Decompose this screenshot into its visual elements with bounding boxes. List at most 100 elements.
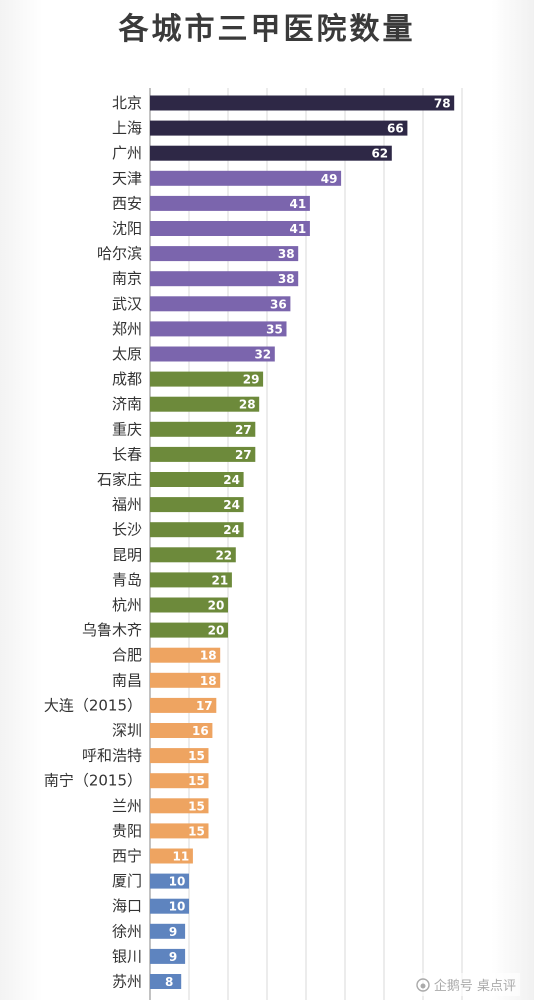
category-label: 昆明: [112, 546, 142, 564]
data-label: 18: [200, 649, 217, 663]
data-label: 27: [235, 423, 252, 437]
category-label: 哈尔滨: [97, 245, 142, 263]
data-label: 78: [434, 97, 451, 111]
data-label: 62: [371, 147, 388, 161]
category-label: 大连（2015）: [44, 696, 142, 714]
data-label: 20: [208, 599, 225, 613]
category-label: 银川: [112, 947, 142, 965]
bar: [150, 622, 228, 638]
bar: [150, 948, 186, 964]
category-label: 厦门: [112, 872, 142, 890]
data-label: 66: [387, 122, 404, 136]
data-label: 41: [290, 197, 307, 211]
category-label: 深圳: [112, 722, 142, 740]
bar: [150, 145, 392, 161]
data-label: 17: [196, 699, 213, 713]
data-label: 29: [243, 373, 260, 387]
bar: [150, 848, 193, 864]
bar: [150, 170, 342, 186]
category-label: 呼和浩特: [82, 747, 142, 765]
bar: [150, 472, 244, 487]
bar: [150, 497, 244, 513]
bar: [150, 823, 209, 839]
bar: [150, 748, 209, 764]
bar: [150, 697, 217, 713]
category-label: 石家庄: [97, 471, 142, 489]
watermark-text: 企鹅号 桌点评: [433, 979, 516, 994]
bar: [150, 873, 189, 889]
bar: [150, 898, 189, 914]
category-label: 北京: [112, 94, 142, 112]
bar: [150, 597, 228, 613]
category-label: 福州: [112, 496, 142, 514]
data-label: 10: [169, 900, 186, 914]
category-label: 天津: [112, 169, 142, 187]
bar: [150, 271, 299, 287]
category-label: 沈阳: [112, 220, 142, 238]
data-label: 49: [321, 172, 338, 186]
category-label: 苏州: [112, 973, 142, 991]
data-label: 27: [235, 448, 252, 462]
data-label: 32: [254, 348, 271, 362]
category-label: 太原: [112, 345, 142, 363]
data-label: 10: [169, 875, 186, 889]
data-label: 22: [215, 548, 232, 562]
category-label: 杭州: [112, 596, 142, 614]
category-label: 武汉: [112, 295, 142, 313]
chart-title: 各城市三甲医院数量: [118, 12, 416, 47]
bar: [150, 446, 256, 462]
data-label: 18: [200, 674, 217, 688]
bar: [150, 195, 310, 211]
bar: [150, 120, 408, 136]
category-label: 长沙: [112, 521, 142, 539]
category-label: 成都: [112, 370, 142, 388]
bar: [150, 647, 221, 663]
bar: [150, 572, 232, 588]
data-label: 38: [278, 272, 295, 286]
data-label: 24: [223, 498, 240, 512]
bar: [150, 346, 275, 362]
data-label: 38: [278, 247, 295, 261]
category-label: 兰州: [112, 797, 142, 815]
data-label: 21: [212, 573, 229, 587]
data-label: 35: [266, 322, 283, 336]
category-label: 西安: [112, 194, 142, 212]
category-label: 合肥: [112, 646, 142, 664]
category-label: 上海: [112, 119, 142, 137]
category-label: 西宁: [112, 847, 142, 865]
category-label: 南昌: [112, 671, 142, 689]
bar: [150, 723, 213, 738]
data-label: 20: [208, 624, 225, 638]
bar: [150, 522, 244, 538]
data-label: 11: [173, 850, 190, 864]
bar: [150, 95, 455, 111]
data-label: 15: [188, 824, 205, 838]
bar: [150, 396, 260, 412]
bar: [150, 773, 209, 789]
bar: [150, 221, 310, 236]
bar: [150, 923, 186, 939]
penguin-logo-icon: [416, 977, 430, 992]
data-label: 15: [188, 774, 205, 788]
bar: [150, 371, 264, 387]
category-label: 徐州: [112, 922, 142, 940]
bar: [150, 798, 209, 814]
bar: [150, 246, 299, 262]
category-label: 海口: [112, 897, 142, 915]
data-label: 24: [223, 523, 240, 537]
bar: [150, 321, 287, 337]
data-label: 9: [169, 925, 177, 939]
category-label: 长春: [112, 445, 142, 463]
category-label: 青岛: [112, 571, 142, 589]
data-label: 9: [169, 950, 177, 964]
bar: [150, 547, 236, 563]
category-label: 济南: [112, 395, 142, 413]
data-label: 24: [223, 473, 240, 487]
category-label: 南宁（2015）: [44, 772, 142, 790]
data-label: 15: [188, 799, 205, 813]
data-label: 36: [270, 297, 287, 311]
category-label: 贵阳: [112, 822, 142, 840]
data-label: 15: [188, 749, 205, 763]
